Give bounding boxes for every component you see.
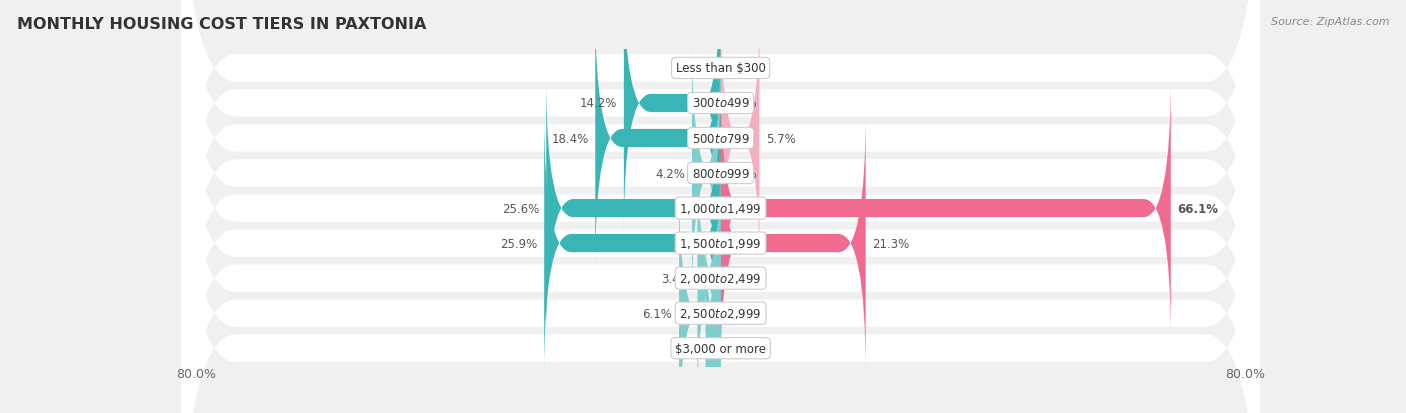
FancyBboxPatch shape [181, 0, 1260, 405]
Text: 80.0%: 80.0% [176, 368, 215, 380]
Text: 4.2%: 4.2% [655, 167, 685, 180]
Text: $2,000 to $2,499: $2,000 to $2,499 [679, 271, 762, 285]
Text: 0.0%: 0.0% [727, 97, 756, 110]
Legend: Owner-occupied, Renter-occupied: Owner-occupied, Renter-occupied [579, 408, 862, 413]
Text: Source: ZipAtlas.com: Source: ZipAtlas.com [1271, 17, 1389, 26]
FancyBboxPatch shape [181, 0, 1260, 413]
Text: 2.2%: 2.2% [669, 342, 699, 355]
FancyBboxPatch shape [679, 183, 721, 413]
FancyBboxPatch shape [181, 0, 1260, 335]
Text: 3.4%: 3.4% [661, 272, 690, 285]
FancyBboxPatch shape [693, 148, 724, 409]
Text: 0.0%: 0.0% [727, 167, 756, 180]
FancyBboxPatch shape [595, 8, 721, 269]
Text: 0.0%: 0.0% [727, 62, 756, 75]
FancyBboxPatch shape [181, 0, 1260, 413]
Text: Less than $300: Less than $300 [676, 62, 765, 75]
Text: 21.3%: 21.3% [873, 237, 910, 250]
FancyBboxPatch shape [181, 47, 1260, 413]
FancyBboxPatch shape [544, 113, 721, 374]
FancyBboxPatch shape [181, 12, 1260, 413]
Text: MONTHLY HOUSING COST TIERS IN PAXTONIA: MONTHLY HOUSING COST TIERS IN PAXTONIA [17, 17, 426, 31]
Text: 18.4%: 18.4% [551, 132, 589, 145]
Text: 0.0%: 0.0% [727, 342, 756, 355]
Text: 25.6%: 25.6% [502, 202, 540, 215]
Text: $800 to $999: $800 to $999 [692, 167, 749, 180]
Text: 0.0%: 0.0% [727, 307, 756, 320]
Text: 80.0%: 80.0% [1226, 368, 1265, 380]
FancyBboxPatch shape [693, 218, 733, 413]
FancyBboxPatch shape [692, 43, 721, 304]
Text: 0.0%: 0.0% [727, 272, 756, 285]
FancyBboxPatch shape [624, 0, 721, 235]
Text: $1,000 to $1,499: $1,000 to $1,499 [679, 202, 762, 216]
Text: 14.2%: 14.2% [579, 97, 617, 110]
FancyBboxPatch shape [721, 113, 866, 374]
Text: 66.1%: 66.1% [1178, 202, 1219, 215]
Text: $300 to $499: $300 to $499 [692, 97, 749, 110]
Text: 5.7%: 5.7% [766, 132, 796, 145]
Text: 6.1%: 6.1% [643, 307, 672, 320]
FancyBboxPatch shape [181, 83, 1260, 413]
FancyBboxPatch shape [546, 78, 721, 339]
Text: $1,500 to $1,999: $1,500 to $1,999 [679, 237, 762, 251]
FancyBboxPatch shape [181, 0, 1260, 413]
FancyBboxPatch shape [721, 8, 759, 269]
Text: $2,500 to $2,999: $2,500 to $2,999 [679, 306, 762, 320]
Text: $3,000 or more: $3,000 or more [675, 342, 766, 355]
Text: 25.9%: 25.9% [501, 237, 537, 250]
Text: $500 to $799: $500 to $799 [692, 132, 749, 145]
FancyBboxPatch shape [721, 78, 1171, 339]
Text: 0.0%: 0.0% [685, 62, 714, 75]
FancyBboxPatch shape [181, 0, 1260, 370]
